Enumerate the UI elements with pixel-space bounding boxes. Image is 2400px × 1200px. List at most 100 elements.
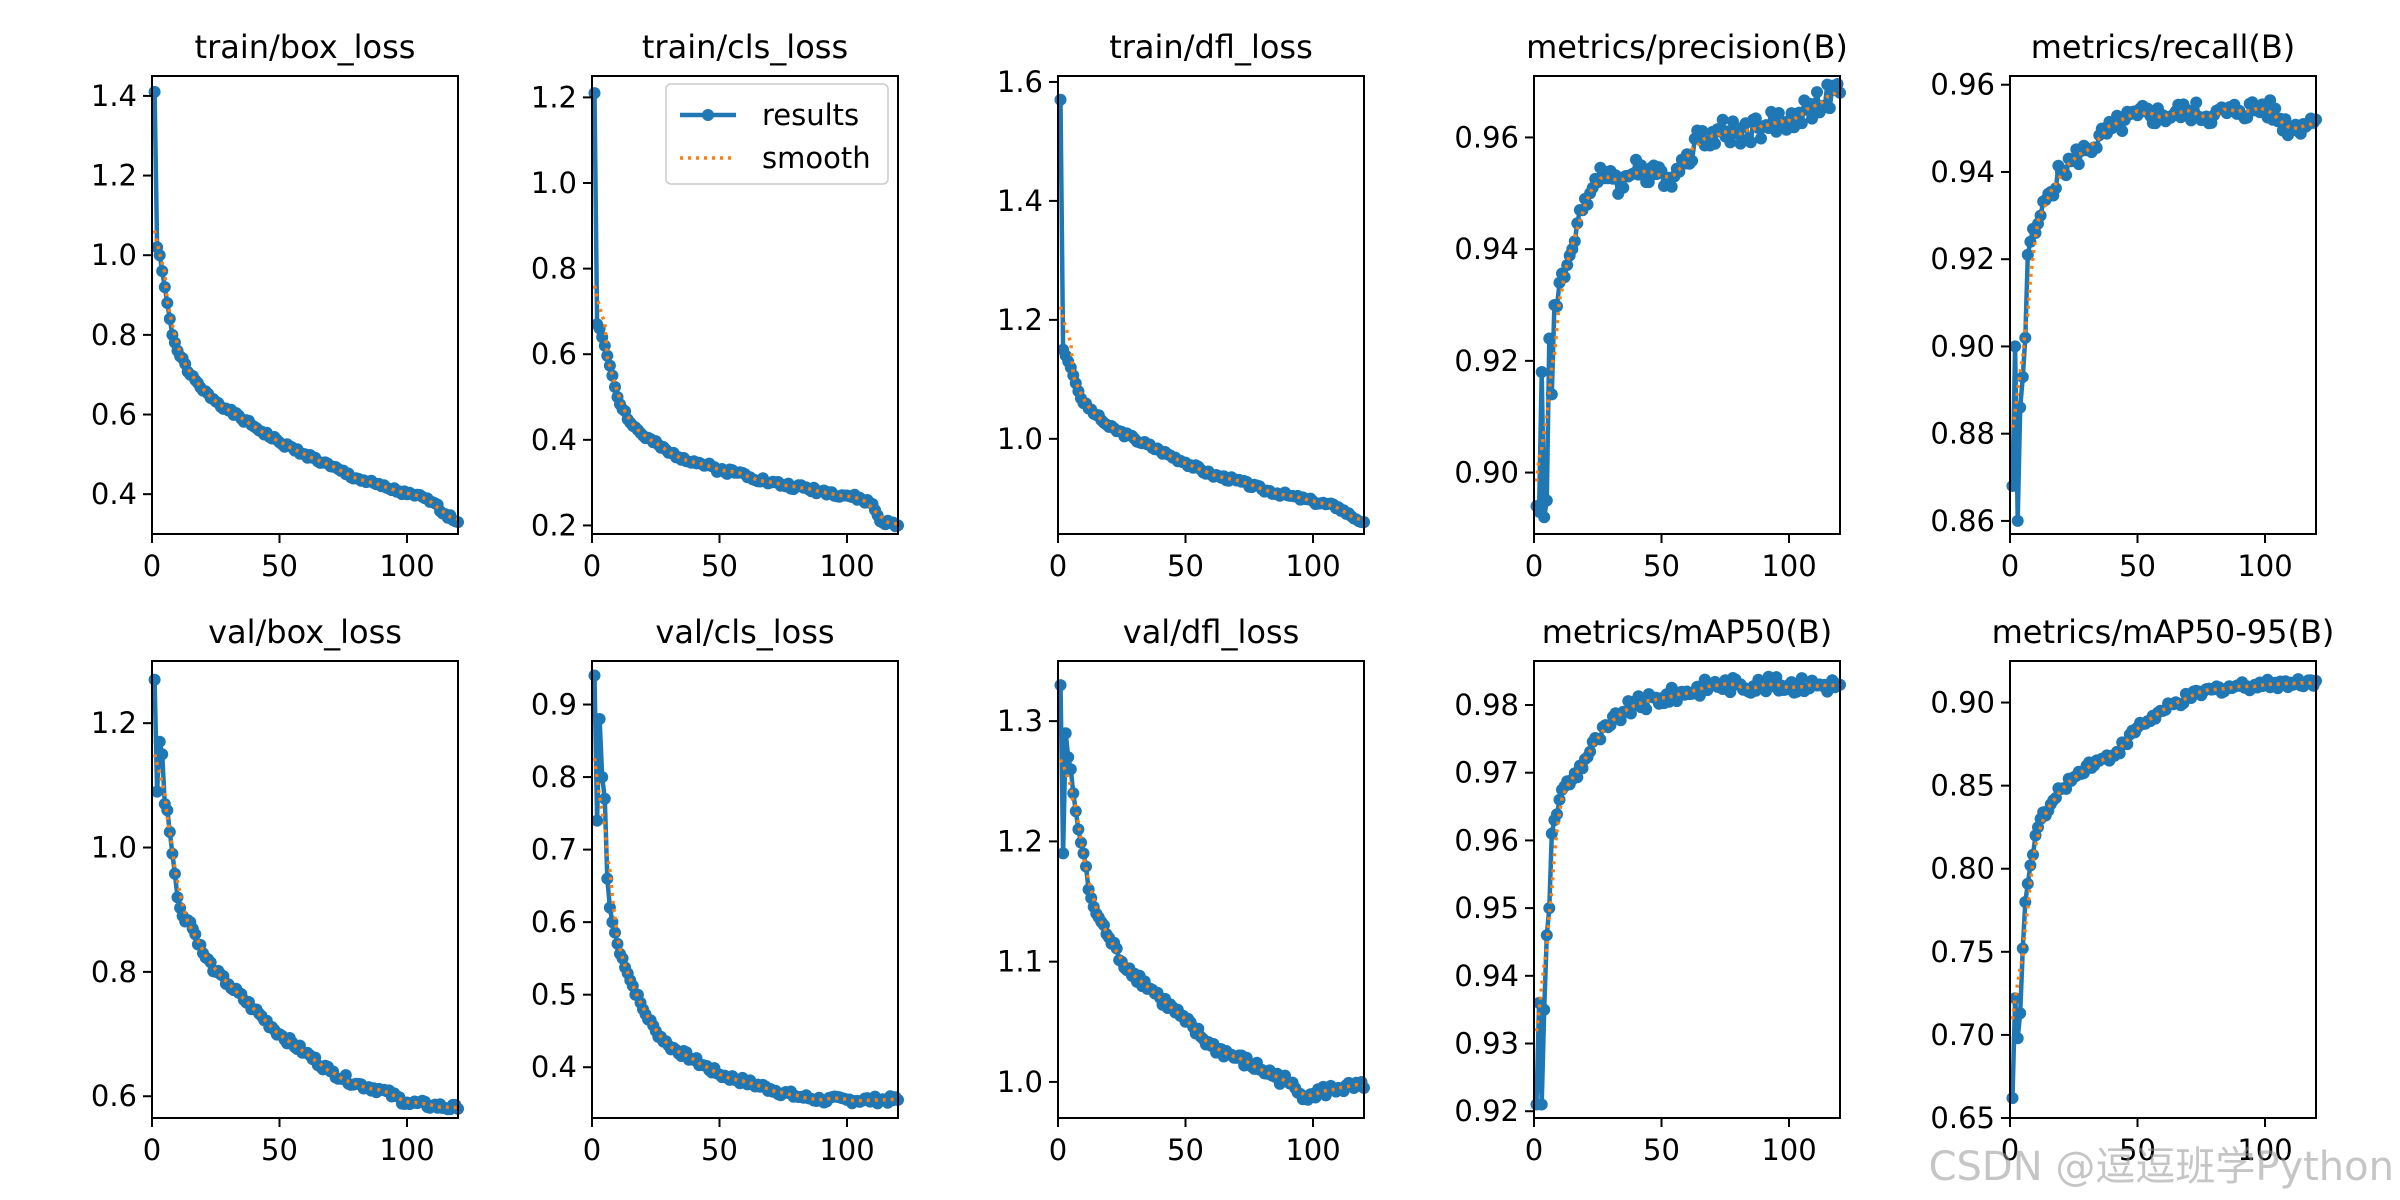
y-tick-label: 0.6	[531, 905, 577, 939]
y-tick-label: 0.94	[1930, 155, 1995, 189]
results-point	[588, 669, 601, 682]
results-point	[1716, 113, 1729, 126]
results-point	[1640, 703, 1653, 716]
subplot-5: val/box_loss 0 50 100 0.6 0.8 1.0 1.2	[91, 613, 464, 1167]
results-point	[1551, 808, 1563, 821]
results-point	[171, 891, 184, 904]
y-tick-label: 1.0	[997, 1065, 1043, 1099]
y-tick-label: 0.8	[531, 252, 577, 286]
results-point	[2024, 859, 2037, 872]
results-point	[1726, 115, 1739, 128]
results-point	[1581, 198, 1594, 211]
results-point	[1571, 771, 1584, 784]
y-tick-label: 0.92	[1454, 344, 1519, 378]
results-markers	[1530, 78, 1846, 524]
results-point	[1686, 154, 1699, 167]
y-tick-label: 0.85	[1930, 769, 1995, 803]
x-tick-label: 50	[261, 549, 298, 583]
axes-frame	[1057, 660, 1365, 1119]
subplot-title: val/cls_loss	[655, 613, 834, 651]
results-point	[1665, 180, 1678, 193]
results-point	[1069, 805, 1082, 818]
results-point	[1062, 751, 1075, 764]
results-point	[591, 814, 604, 827]
y-tick-label: 1.0	[997, 422, 1043, 456]
results-markers	[588, 669, 904, 1110]
x-tick-label: 50	[2119, 1133, 2156, 1167]
y-tick-label: 0.8	[91, 318, 137, 352]
results-markers	[148, 673, 464, 1116]
watermark: CSDN @逗逗班学Python	[1928, 1144, 2394, 1190]
axes-frame	[151, 660, 459, 1119]
x-tick-label: 100	[379, 549, 434, 583]
subplot-4: metrics/recall(B) 0 50 100 0.86 0.88 0.90 0.92 0…	[1930, 28, 2322, 583]
y-tick-label: 0.94	[1454, 959, 1519, 993]
results-line	[2010, 676, 2318, 1099]
results-point	[1543, 332, 1556, 345]
x-tick-label: 100	[2237, 1133, 2292, 1167]
y-tick-label: 1.1	[997, 945, 1043, 979]
results-point	[156, 265, 169, 278]
results-point	[1795, 117, 1808, 130]
x-tick-label: 50	[261, 1133, 298, 1167]
x-tick-label: 50	[701, 549, 738, 583]
y-tick-label: 1.4	[91, 79, 137, 113]
results-point	[609, 381, 621, 393]
x-tick-label: 50	[1167, 549, 1204, 583]
results-point	[1535, 1098, 1548, 1111]
y-tick-label: 0.86	[1930, 504, 1995, 538]
results-markers	[1054, 93, 1370, 529]
smooth-line	[1534, 682, 1841, 1032]
results-point	[2014, 401, 2027, 414]
results-point	[2021, 248, 2034, 261]
results-point	[1059, 727, 1072, 740]
y-tick-label: 1.4	[997, 184, 1043, 218]
smooth-line	[592, 285, 899, 526]
results-point	[2016, 942, 2029, 955]
results-point	[1709, 137, 1721, 150]
y-tick-label: 1.2	[997, 824, 1043, 858]
legend-label-results: results	[762, 98, 859, 132]
x-tick-label: 100	[2237, 549, 2292, 583]
y-tick-label: 0.97	[1454, 756, 1519, 790]
results-markers	[2006, 94, 2322, 527]
y-tick-label: 0.88	[1930, 417, 1995, 451]
results-point	[1064, 763, 1077, 776]
y-tick-label: 0.96	[1930, 68, 1995, 102]
results-point	[609, 926, 621, 939]
legend-label-smooth: smooth	[762, 141, 871, 175]
results-point	[2011, 514, 2024, 527]
y-tick-label: 0.90	[1454, 456, 1519, 490]
results-point	[2029, 227, 2042, 239]
subplot-9: metrics/mAP50-95(B) 0 50 100 0.65 0.70 0.75 0.8…	[1930, 613, 2334, 1167]
y-tick-label: 0.4	[531, 1050, 577, 1084]
results-line	[1534, 674, 1841, 1107]
smooth-line	[2010, 680, 2317, 1020]
results-point	[1724, 136, 1737, 149]
results-point	[1075, 836, 1087, 849]
y-tick-label: 1.3	[997, 704, 1043, 738]
subplot-title: train/box_loss	[195, 28, 416, 66]
x-tick-label: 50	[1643, 1133, 1680, 1167]
x-tick-label: 0	[143, 1133, 161, 1167]
y-tick-label: 0.6	[91, 398, 137, 432]
y-tick-label: 0.65	[1930, 1101, 1995, 1135]
axes-frame	[1533, 75, 1841, 535]
y-tick-label: 0.92	[1454, 1094, 1519, 1128]
results-point	[1540, 494, 1553, 507]
y-tick-label: 1.0	[91, 238, 137, 272]
results-point	[2009, 340, 2022, 353]
smooth-line	[1058, 306, 1365, 523]
x-tick-label: 0	[1525, 549, 1543, 583]
subplot-title: train/dfl_loss	[1109, 28, 1313, 66]
smooth-line	[1534, 88, 1841, 482]
x-tick-label: 0	[1525, 1133, 1543, 1167]
x-tick-label: 0	[583, 549, 601, 583]
results-point	[1543, 902, 1556, 915]
results-point	[1594, 733, 1607, 746]
results-point	[1054, 679, 1067, 692]
results-point	[2021, 877, 2034, 890]
y-tick-label: 0.96	[1454, 823, 1519, 857]
results-point	[1545, 388, 1558, 401]
results-point	[601, 349, 614, 362]
